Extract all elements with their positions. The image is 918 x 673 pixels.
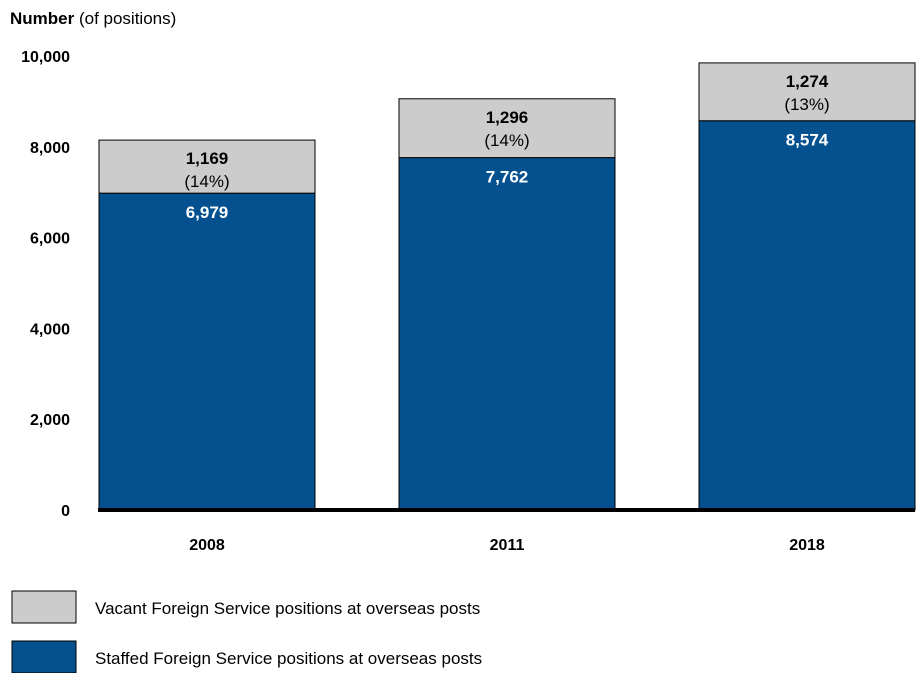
x-category-label: 2018	[789, 537, 825, 554]
bar-vacant	[698, 62, 916, 122]
bar-staffed	[398, 157, 616, 511]
y-tick-label: 2,000	[30, 412, 70, 429]
x-axis-categories: 2008 2011 2018	[189, 537, 825, 554]
y-tick-label: 0	[61, 503, 70, 520]
y-tick-label: 10,000	[21, 49, 70, 66]
vacant-percent-label: (14%)	[484, 131, 529, 150]
y-tick-label: 8,000	[30, 140, 70, 157]
bar-vacant	[398, 98, 616, 159]
bar-labels: 1,169 (14%) 6,979 1,296 (14%) 7,762 1,274 (13%)…	[184, 72, 829, 222]
y-tick-label: 6,000	[30, 231, 70, 248]
bars	[98, 62, 916, 511]
bar-staffed	[698, 120, 916, 511]
x-category-label: 2008	[189, 537, 225, 554]
vacant-percent-label: (14%)	[184, 172, 229, 191]
bar-staffed	[98, 192, 316, 511]
y-axis-title-bold: Number	[10, 9, 75, 28]
vacant-value-label: 1,274	[786, 72, 829, 91]
staffed-value-label: 6,979	[186, 203, 229, 222]
y-axis-ticks: 0 2,000 4,000 6,000 8,000 10,000	[21, 49, 70, 520]
legend-label: Vacant Foreign Service positions at over…	[95, 599, 480, 618]
legend-swatch	[11, 590, 77, 624]
x-category-label: 2011	[490, 537, 525, 554]
y-tick-label: 4,000	[30, 321, 70, 338]
vacant-percent-label: (13%)	[784, 95, 829, 114]
y-axis-title: Number (of positions)	[10, 9, 176, 28]
legend-swatch	[11, 640, 77, 673]
y-axis-title-rest: (of positions)	[74, 9, 176, 28]
vacant-value-label: 1,296	[486, 108, 529, 127]
staffed-value-label: 7,762	[486, 168, 529, 187]
legend-label: Staffed Foreign Service positions at ove…	[95, 649, 482, 668]
staffed-value-label: 8,574	[786, 131, 829, 150]
bar-vacant	[98, 139, 316, 194]
legend: Vacant Foreign Service positions at over…	[11, 590, 482, 673]
vacant-value-label: 1,169	[186, 149, 229, 168]
